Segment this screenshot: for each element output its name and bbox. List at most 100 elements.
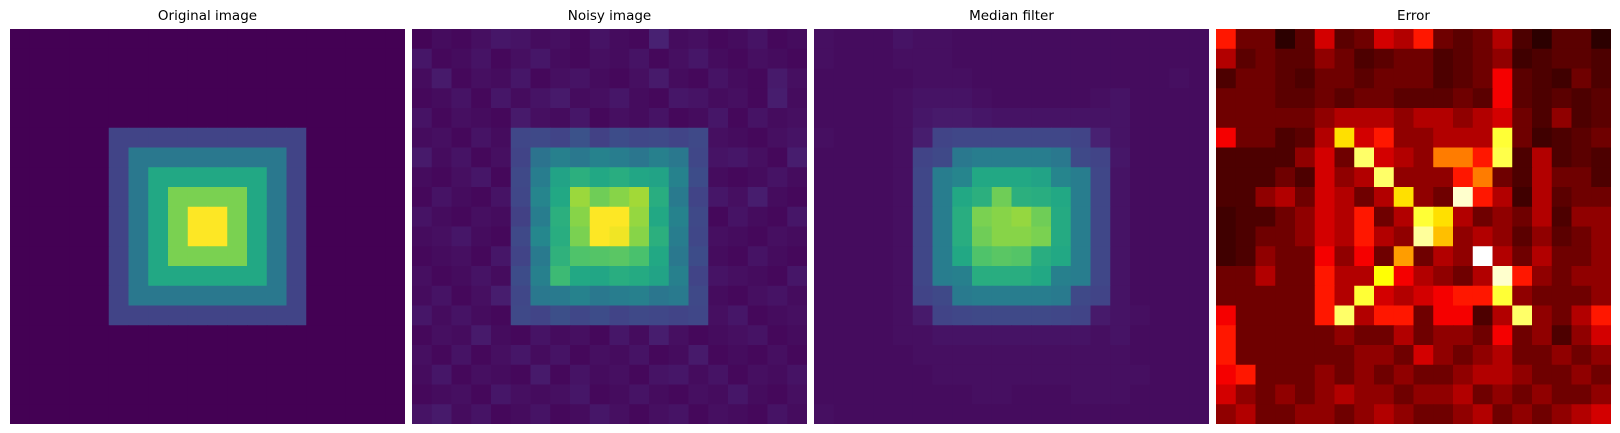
heatmap-cell <box>1374 384 1395 405</box>
heatmap-cell <box>128 167 149 188</box>
heatmap-cell <box>767 226 788 247</box>
heatmap-cell <box>431 404 453 424</box>
heatmap-cell <box>1374 226 1395 247</box>
heatmap-cell <box>530 384 551 405</box>
heatmap-cell <box>1295 167 1316 188</box>
heatmap-cell <box>1295 147 1316 168</box>
heatmap-cell <box>972 29 993 50</box>
heatmap-cell <box>787 167 807 188</box>
heatmap-cell <box>1149 364 1171 386</box>
heatmap-cell <box>431 29 453 50</box>
heatmap-cell <box>491 206 512 228</box>
heatmap-cell <box>385 285 405 307</box>
heatmap-cell <box>207 345 228 366</box>
heatmap-cell <box>247 246 268 267</box>
heatmap-cell <box>833 246 855 267</box>
heatmap-cell <box>1110 404 1131 424</box>
heatmap-cell <box>1110 68 1131 89</box>
heatmap-cell <box>168 345 189 366</box>
heatmap-cell <box>510 345 532 366</box>
heatmap-cell <box>1492 226 1513 247</box>
heatmap-cell <box>747 226 769 247</box>
heatmap-cell <box>128 305 149 326</box>
heatmap-cell <box>1433 127 1454 149</box>
heatmap-cell <box>747 29 769 50</box>
heatmap-cell <box>873 88 894 109</box>
heatmap-cell <box>629 266 650 287</box>
heatmap-cell <box>365 108 386 129</box>
heatmap-cell <box>1393 364 1415 386</box>
heatmap-cell <box>972 226 993 247</box>
heatmap-cell <box>29 345 51 366</box>
heatmap-cell <box>227 68 248 89</box>
heatmap-cell <box>873 384 894 405</box>
heatmap-cell <box>1130 404 1151 424</box>
heatmap-cell <box>1130 364 1151 386</box>
heatmap-cell <box>688 108 709 129</box>
heatmap-cell <box>1149 108 1171 129</box>
heatmap-cell <box>247 48 268 70</box>
heatmap-cell <box>128 48 149 70</box>
heatmap-cell <box>688 266 709 287</box>
heatmap-cell <box>49 384 70 405</box>
heatmap-cell <box>1551 345 1573 366</box>
heatmap-cell <box>1354 167 1375 188</box>
heatmap-cell <box>1551 167 1573 188</box>
heatmap-cell <box>168 246 189 267</box>
heatmap-cell <box>89 108 110 129</box>
heatmap-cell <box>365 29 386 50</box>
heatmap-cell <box>365 48 386 70</box>
heatmap-cell <box>1011 206 1032 228</box>
heatmap-cell <box>1031 167 1052 188</box>
heatmap-cell <box>688 187 709 208</box>
heatmap-cell <box>1532 345 1553 366</box>
heatmap-cell <box>589 364 611 386</box>
heatmap-cell <box>451 285 472 307</box>
heatmap-cell <box>1011 187 1032 208</box>
heatmap-cell <box>932 48 953 70</box>
heatmap-cell <box>570 305 591 326</box>
heatmap-cell <box>187 108 209 129</box>
heatmap-cell <box>1011 305 1032 326</box>
heatmap-cell <box>227 364 248 386</box>
heatmap-cell <box>345 108 367 129</box>
heatmap-cell <box>873 325 894 346</box>
heatmap-cell <box>767 127 788 149</box>
heatmap-cell <box>1354 29 1375 50</box>
heatmap-cell <box>385 364 405 386</box>
heatmap-cell <box>385 147 405 168</box>
heatmap-cell <box>1235 206 1257 228</box>
heatmap-cell <box>1571 404 1592 424</box>
heatmap-cell <box>1591 127 1611 149</box>
heatmap-cell <box>1472 167 1494 188</box>
heatmap-cell <box>10 127 31 149</box>
heatmap-cell <box>69 226 90 247</box>
heatmap-cell <box>932 68 953 89</box>
heatmap-cell <box>1110 147 1131 168</box>
heatmap-cell <box>932 206 953 228</box>
heatmap-cell <box>29 127 51 149</box>
heatmap-cell <box>1354 127 1375 149</box>
heatmap-cell <box>1571 226 1592 247</box>
heatmap-cell <box>787 364 807 386</box>
heatmap-cell <box>747 266 769 287</box>
heatmap-cell <box>148 404 169 424</box>
heatmap-cell <box>1011 246 1032 267</box>
heatmap-cell <box>187 127 209 149</box>
heatmap-cell <box>1189 266 1209 287</box>
heatmap-cell <box>1453 48 1474 70</box>
heatmap-cell <box>431 384 453 405</box>
heatmap-cell <box>1433 226 1454 247</box>
heatmap-cell <box>148 167 169 188</box>
heatmap-cell <box>266 246 288 267</box>
heatmap-cell <box>1314 167 1336 188</box>
heatmap-cell <box>1453 88 1474 109</box>
heatmap-cell <box>708 246 729 267</box>
heatmap-cell <box>609 127 630 149</box>
heatmap-cell <box>306 167 327 188</box>
heatmap-cell <box>1314 285 1336 307</box>
heatmap-cell <box>1031 266 1052 287</box>
heatmap-cell <box>29 325 51 346</box>
heatmap-cell <box>1090 325 1111 346</box>
heatmap-cell <box>1090 364 1111 386</box>
